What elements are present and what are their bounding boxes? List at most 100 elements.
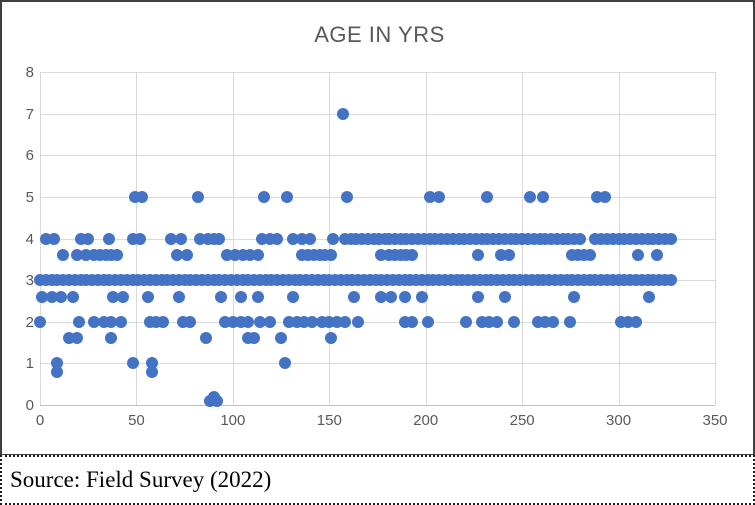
y-tick-label: 5 xyxy=(25,188,34,206)
scatter-point xyxy=(45,290,58,303)
scatter-point xyxy=(338,315,351,328)
scatter-point xyxy=(70,249,83,262)
gridline-vertical xyxy=(715,72,716,405)
scatter-point xyxy=(398,290,411,303)
scatter-point xyxy=(643,290,656,303)
scatter-point xyxy=(415,290,428,303)
scatter-point xyxy=(664,232,677,245)
x-tick-label: 50 xyxy=(128,412,145,429)
gridline-horizontal xyxy=(40,363,715,365)
gridline-horizontal xyxy=(40,72,715,73)
scatter-point xyxy=(547,315,559,328)
scatter-point xyxy=(471,249,484,262)
scatter-point xyxy=(111,249,124,262)
scatter-point xyxy=(105,332,118,345)
scatter-point xyxy=(184,315,197,328)
scatter-point xyxy=(134,232,147,245)
scatter-point xyxy=(348,290,361,303)
scatter-point xyxy=(352,315,365,328)
y-tick-label: 3 xyxy=(25,272,34,290)
scatter-point xyxy=(508,315,521,328)
gridline-horizontal xyxy=(40,405,715,406)
y-tick-label: 4 xyxy=(25,230,34,248)
scatter-point xyxy=(599,190,612,203)
scatter-point xyxy=(631,249,644,262)
x-tick-label: 250 xyxy=(509,412,535,429)
scatter-point xyxy=(327,232,340,245)
scatter-point xyxy=(107,290,120,303)
scatter-point xyxy=(82,232,95,245)
gridline-horizontal xyxy=(40,113,715,115)
y-tick-label: 2 xyxy=(25,313,34,331)
y-tick-label: 6 xyxy=(25,147,34,165)
scatter-point xyxy=(263,315,276,328)
scatter-point xyxy=(211,394,224,407)
scatter-point xyxy=(651,249,664,262)
x-tick-label: 150 xyxy=(316,412,342,429)
scatter-point xyxy=(502,249,515,262)
scatter-point xyxy=(406,315,419,328)
scatter-point xyxy=(170,249,183,262)
scatter-point xyxy=(145,365,158,378)
scatter-point xyxy=(257,190,270,203)
scatter-point xyxy=(375,290,388,303)
scatter-point xyxy=(172,290,185,303)
scatter-point xyxy=(88,315,100,328)
scatter-point xyxy=(51,365,64,378)
scatter-point xyxy=(574,232,586,245)
scatter-point xyxy=(278,357,291,370)
scatter-point xyxy=(251,249,264,262)
scatter-point xyxy=(629,315,642,328)
scatter-point xyxy=(271,232,284,245)
gridline-vertical xyxy=(232,72,234,405)
scatter-point xyxy=(481,190,494,203)
y-tick-label: 1 xyxy=(25,355,34,373)
scatter-point xyxy=(126,357,139,370)
scatter-point xyxy=(280,190,293,203)
scatter-point xyxy=(286,232,299,245)
scatter-point xyxy=(199,332,212,345)
scatter-point xyxy=(251,290,264,303)
scatter-point xyxy=(336,107,349,120)
scatter-point xyxy=(275,332,288,345)
scatter-point xyxy=(491,315,504,328)
scatter-point xyxy=(35,290,48,303)
source-note-box: Source: Field Survey (2022) xyxy=(0,455,755,505)
scatter-point xyxy=(583,249,596,262)
x-tick-label: 0 xyxy=(35,412,45,429)
scatter-point xyxy=(105,315,118,328)
scatter-point xyxy=(325,249,338,262)
scatter-point xyxy=(66,290,79,303)
scatter-point xyxy=(564,315,577,328)
scatter-point xyxy=(248,332,261,345)
scatter-point xyxy=(157,315,170,328)
scatter-point xyxy=(568,290,581,303)
scatter-point xyxy=(142,290,154,303)
scatter-point xyxy=(55,290,68,303)
scatter-point xyxy=(421,315,434,328)
scatter-point xyxy=(305,315,318,328)
y-tick-label: 7 xyxy=(25,105,34,123)
scatter-point xyxy=(537,190,550,203)
y-tick-label: 8 xyxy=(25,64,34,81)
scatter-point xyxy=(498,290,511,303)
gridline-horizontal xyxy=(40,321,715,323)
scatter-point xyxy=(234,290,247,303)
x-tick-label: 300 xyxy=(606,412,632,429)
scatter-point xyxy=(116,290,129,303)
chart-title: AGE IN YRS xyxy=(314,22,445,47)
scatter-point xyxy=(406,249,419,262)
x-tick-label: 350 xyxy=(702,412,728,429)
scatter-point xyxy=(115,315,127,328)
scatter-point xyxy=(47,232,60,245)
y-tick-label: 0 xyxy=(25,397,34,414)
scatter-point xyxy=(174,232,187,245)
scatter-point xyxy=(57,249,70,262)
gridline-horizontal xyxy=(40,196,715,198)
scatter-point xyxy=(385,290,397,303)
scatter-point xyxy=(460,315,473,328)
chart-frame: AGE IN YRS xyxy=(0,0,755,456)
scatter-point xyxy=(253,315,266,328)
scatter-point xyxy=(433,190,446,203)
scatter-point xyxy=(325,332,338,345)
